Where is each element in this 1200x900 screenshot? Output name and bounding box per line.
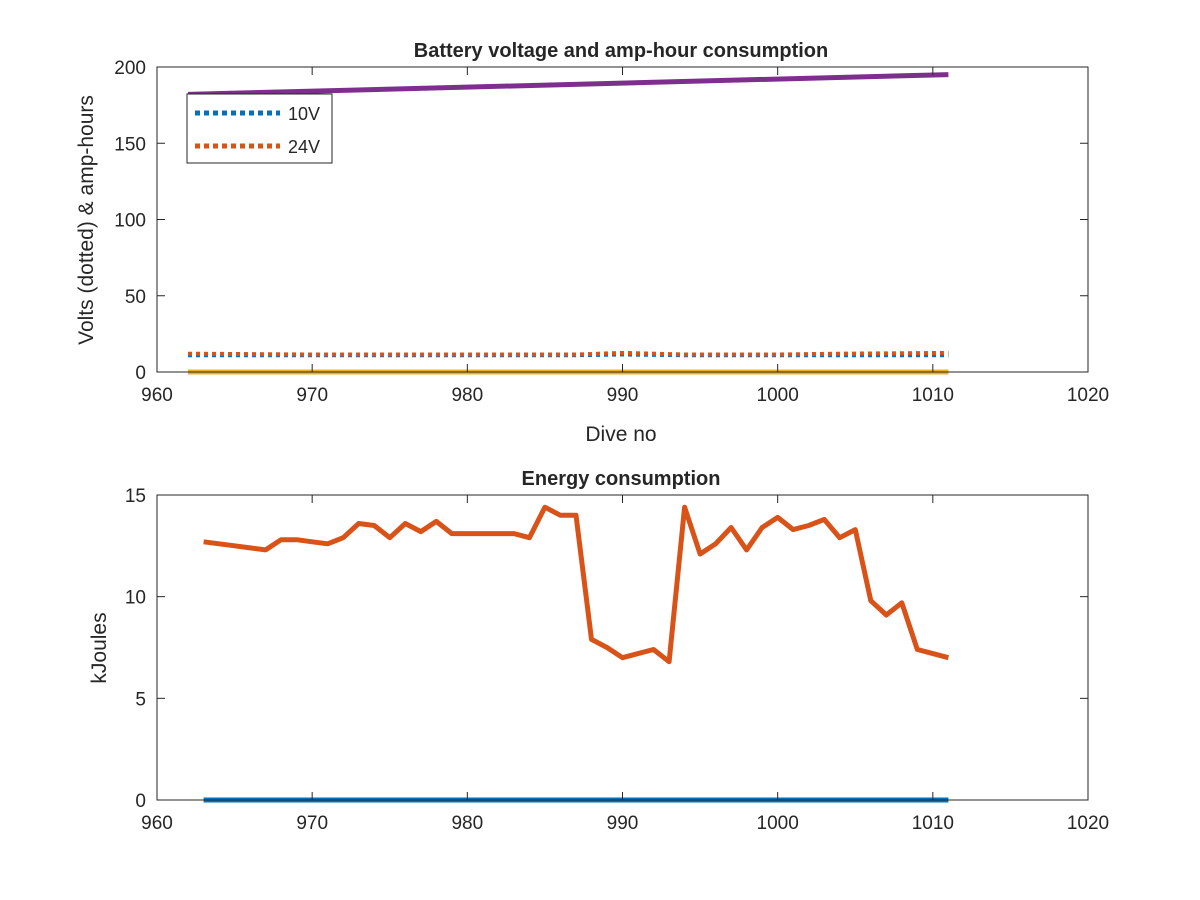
y-tick-label: 200 — [114, 58, 146, 79]
series-line-series-0 — [203, 504, 950, 665]
series-line-series-3 — [187, 72, 949, 97]
y-tick-label: 50 — [125, 287, 146, 308]
x-tick-label: 960 — [141, 813, 173, 834]
chart-battery: Battery voltage and amp-hour consumption… — [75, 40, 1109, 446]
y-tick-label: 150 — [114, 134, 146, 155]
series-line-24v — [187, 350, 949, 357]
y-tick-label: 10 — [125, 588, 146, 609]
x-tick-label: 1010 — [912, 813, 954, 834]
y-tick-label: 100 — [114, 211, 146, 232]
x-tick-label: 1020 — [1067, 813, 1109, 834]
y-tick-label: 5 — [135, 689, 146, 710]
y-axis-label: kJoules — [88, 612, 111, 683]
y-axis-label: Volts (dotted) & amp-hours — [75, 95, 98, 345]
x-tick-label: 980 — [451, 385, 483, 406]
x-tick-label: 1010 — [912, 385, 954, 406]
x-axis-label: Dive no — [585, 423, 656, 446]
plot-area — [203, 504, 950, 803]
legend-box — [186, 93, 333, 164]
x-tick-label: 1000 — [757, 813, 799, 834]
chart-title: Energy consumption — [522, 468, 721, 490]
x-tick-label: 1020 — [1067, 385, 1109, 406]
legend-label-24v: 24V — [288, 137, 320, 157]
axis-ticks: 960 970 980 990 1000 1010 1020 0 5 10 15 — [125, 486, 1109, 834]
legend-label-10v: 10V — [288, 104, 320, 124]
y-tick-label: 15 — [125, 486, 146, 507]
legend: 10V 24V — [186, 93, 333, 164]
x-tick-label: 1000 — [757, 385, 799, 406]
x-tick-label: 980 — [451, 813, 483, 834]
y-tick-label: 0 — [135, 791, 146, 812]
axis-ticks: 960 970 980 990 1000 1010 1020 0 50 100 150 200 — [114, 58, 1109, 406]
x-tick-label: 990 — [607, 813, 639, 834]
x-tick-label: 960 — [141, 385, 173, 406]
y-tick-label: 0 — [135, 363, 146, 384]
chart-energy: Energy consumption 960 970 980 990 1000 1010 1… — [88, 468, 1109, 834]
x-tick-label: 970 — [296, 813, 328, 834]
x-tick-label: 970 — [296, 385, 328, 406]
x-tick-label: 990 — [607, 385, 639, 406]
chart-title: Battery voltage and amp-hour consumption — [414, 40, 828, 62]
